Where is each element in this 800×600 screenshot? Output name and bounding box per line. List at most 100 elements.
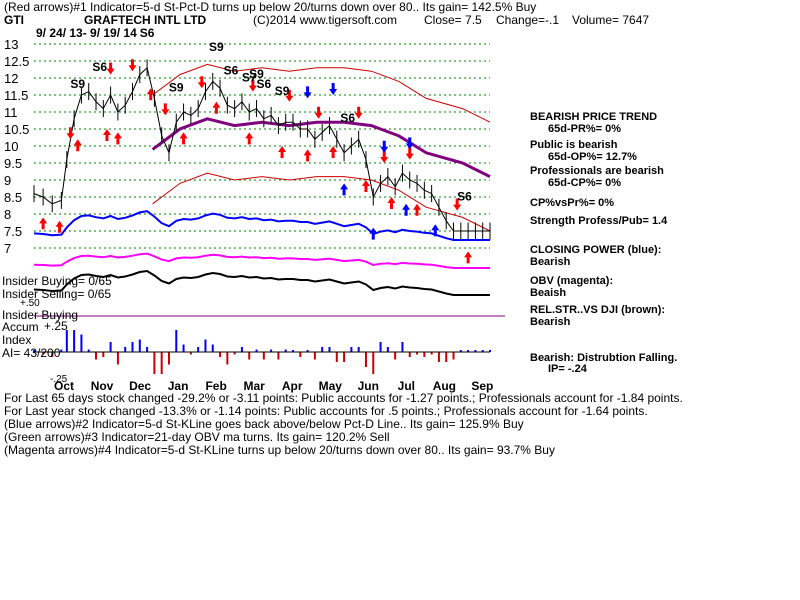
accum-bar: [146, 347, 149, 352]
accum-bar: [131, 342, 134, 352]
blue-up-arrow: [340, 183, 349, 196]
accum-label: Accum: [2, 320, 39, 334]
price-y-tick: 7: [4, 241, 11, 256]
relstr-label: REL.STR..VS DJI (brown):: [530, 304, 666, 316]
month-label: Oct: [54, 379, 74, 393]
footer-magenta-arrows: (Magenta arrows)#4 Indicator=5-d St-KLin…: [4, 443, 555, 457]
accum-bar: [219, 352, 222, 357]
accum-bar: [116, 352, 119, 365]
month-label: May: [319, 379, 343, 393]
signal-label: S9: [169, 81, 184, 95]
accum-bar: [167, 352, 170, 365]
blue-down-arrow: [303, 86, 312, 99]
footer-blue-arrows: (Blue arrows)#2 Indicator=5-d St-KLine g…: [4, 417, 524, 431]
obv-path: [33, 252, 490, 269]
red-up-arrow: [245, 132, 254, 145]
month-label: Nov: [91, 379, 114, 393]
accum-bar: [430, 352, 433, 355]
signal-label: S9: [275, 84, 290, 98]
relstr-value: Bearish: [530, 316, 571, 328]
accum-bar: [138, 339, 141, 352]
accum-tick-plus25: +.25: [44, 319, 68, 333]
signal-label: S6: [340, 111, 355, 125]
accum-bar: [459, 350, 462, 352]
price-y-tick: 10.5: [4, 122, 29, 137]
upper-band: [152, 63, 491, 123]
op-value: 65d-OP%= 12.7%: [548, 151, 637, 163]
accum-bar: [189, 352, 192, 355]
blue-up-arrow: [402, 203, 411, 216]
accum-bar: [386, 347, 389, 352]
closing-power-line: [33, 210, 490, 241]
signal-label: S6: [140, 26, 155, 40]
price-y-tick: 9: [4, 173, 11, 188]
red-down-arrow: [405, 147, 414, 160]
month-label: Dec: [129, 379, 151, 393]
accum-bar: [299, 352, 302, 357]
ticker-symbol: GTI: [4, 13, 24, 27]
pr-value: 65d-PR%= 0%: [548, 123, 622, 135]
accum-bar: [226, 352, 229, 365]
accum-bar: [80, 334, 83, 352]
rel-strength-path: [33, 269, 490, 296]
accum-bar: [262, 352, 265, 360]
accum-bar: [416, 352, 419, 355]
accum-bar: [321, 347, 324, 352]
closing-power-label: CLOSING POWER (blue):: [530, 244, 662, 256]
red-up-arrow: [39, 217, 48, 230]
red-up-arrow: [464, 251, 473, 264]
price-y-tick: 7.5: [4, 224, 22, 239]
price-y-tick: 11: [4, 105, 18, 120]
change-value: Change=-.1: [496, 13, 560, 27]
signal-label: S6: [224, 64, 239, 78]
signal-label: S6: [457, 189, 472, 203]
ai-value: AI= 43/200: [2, 346, 61, 360]
accum-bar: [357, 347, 360, 352]
blue-up-arrow: [431, 224, 440, 237]
month-label: Sep: [471, 379, 493, 393]
distribution-label: Bearish: Distrubtion Falling.: [530, 352, 678, 364]
red-down-arrow: [354, 106, 363, 119]
red-down-arrow: [161, 103, 170, 116]
index-label: Index: [2, 333, 32, 347]
accum-bar: [175, 330, 178, 352]
accum-bar: [109, 342, 112, 352]
red-up-arrow: [73, 139, 82, 152]
accum-bar: [474, 350, 477, 352]
close-value: Close= 7.5: [424, 13, 482, 27]
blue-up-arrow: [369, 227, 378, 240]
accum-bar: [124, 347, 127, 352]
red-down-arrow: [197, 76, 206, 89]
month-label: Apr: [282, 379, 303, 393]
accum-bar: [284, 349, 287, 352]
moving-average: [151, 117, 491, 178]
red-down-arrow: [380, 151, 389, 163]
price-y-tick: 11.5: [4, 88, 28, 103]
accum-bar: [240, 347, 243, 352]
signal-label: S6: [256, 77, 271, 91]
accum-bar: [33, 350, 35, 352]
closing-power-value: Bearish: [530, 256, 571, 268]
accum-bar: [153, 352, 156, 374]
accum-bar: [233, 352, 236, 355]
insider-buying: Insider Buying= 0/65: [2, 274, 112, 288]
red-up-arrow: [55, 220, 64, 233]
lower-band: [152, 172, 491, 232]
signal-label: S6: [92, 60, 107, 74]
accum-tick-plus50: +.50: [20, 298, 40, 309]
red-down-arrow: [66, 127, 75, 140]
accum-bar: [313, 352, 316, 360]
accum-bar: [481, 350, 484, 352]
price-y-tick: 8: [4, 207, 11, 222]
month-labels: Oct Nov Dec Jan Feb Mar Apr May Jun Jul Aug Sep: [54, 379, 493, 393]
signal-label: S9: [249, 67, 264, 81]
accum-bar: [401, 342, 404, 352]
relative-strength-line: [33, 269, 505, 317]
accum-bar: [211, 344, 214, 352]
blue-down-arrow: [405, 137, 414, 150]
red-down-arrow: [106, 62, 115, 75]
header-indicator-line: (Red arrows)#1 Indicator=5-d St-Pct-D tu…: [4, 0, 537, 14]
prof-label: Professionals are bearish: [530, 165, 664, 177]
